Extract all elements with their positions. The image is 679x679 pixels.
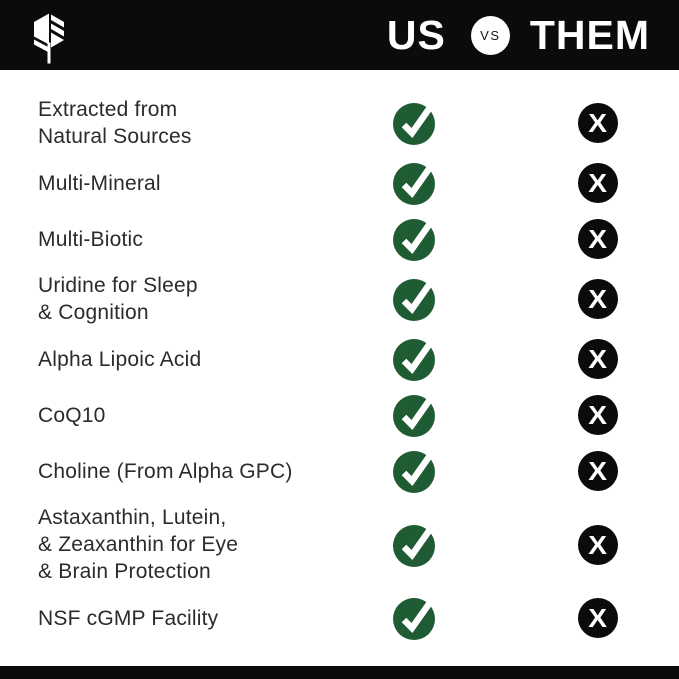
feature-label: Multi-Biotic xyxy=(38,227,144,251)
check-icon xyxy=(393,339,435,381)
check-icon xyxy=(393,451,435,493)
check-icon xyxy=(393,395,435,437)
header-title-group: US VS THEM xyxy=(386,11,650,58)
feature-label: NSF cGMP Facility xyxy=(38,606,219,630)
them-cell: X xyxy=(543,451,653,491)
check-icon xyxy=(393,103,435,145)
leaf-logo-icon xyxy=(34,13,64,63)
table-row: Extracted from Natural Sources X X xyxy=(0,96,679,150)
us-column-title: US xyxy=(386,11,446,58)
x-icon: X xyxy=(578,103,618,143)
us-cell: X xyxy=(360,595,470,641)
check-icon xyxy=(393,219,435,261)
feature-label: Astaxanthin, Lutein, & Zeaxanthin for Ey… xyxy=(38,506,239,583)
table-row: CoQ10 X X xyxy=(0,392,679,438)
us-cell: X xyxy=(360,216,470,262)
table-row: Multi-Biotic X X xyxy=(0,216,679,262)
comparison-table: Extracted from Natural Sources X X Multi… xyxy=(0,70,679,641)
us-cell: X xyxy=(360,100,470,146)
x-icon: X xyxy=(578,339,618,379)
them-column-title: THEM xyxy=(529,11,650,58)
vs-badge: VS xyxy=(470,15,510,55)
them-cell: X xyxy=(543,395,653,435)
them-cell: X xyxy=(543,219,653,259)
us-cell: X xyxy=(360,160,470,206)
us-cell: X xyxy=(360,448,470,494)
check-icon xyxy=(393,163,435,205)
footer-bar xyxy=(0,666,679,679)
table-row: Choline (From Alpha GPC) X X xyxy=(0,448,679,494)
x-icon: X xyxy=(578,524,618,565)
check-icon xyxy=(393,524,435,567)
them-cell: X xyxy=(543,279,653,319)
x-icon: X xyxy=(578,219,618,259)
table-row: Alpha Lipoic Acid X X xyxy=(0,336,679,382)
them-cell: X xyxy=(543,598,653,638)
header-bar: US VS THEM xyxy=(0,0,679,70)
feature-label: Alpha Lipoic Acid xyxy=(38,347,202,371)
us-cell: X xyxy=(360,392,470,438)
them-cell: X xyxy=(543,524,653,565)
them-cell: X xyxy=(543,103,653,143)
x-icon: X xyxy=(578,279,618,319)
us-cell: X xyxy=(360,522,470,568)
them-cell: X xyxy=(543,339,653,379)
table-row: Multi-Mineral X X xyxy=(0,160,679,206)
table-row: Astaxanthin, Lutein, & Zeaxanthin for Ey… xyxy=(0,504,679,585)
us-cell: X xyxy=(360,276,470,322)
feature-label: Multi-Mineral xyxy=(38,171,161,195)
feature-label: Choline (From Alpha GPC) xyxy=(38,459,293,483)
us-cell: X xyxy=(360,336,470,382)
x-icon: X xyxy=(578,395,618,435)
check-icon xyxy=(393,598,435,640)
check-icon xyxy=(393,279,435,321)
x-icon: X xyxy=(578,163,618,203)
feature-label: Extracted from Natural Sources xyxy=(38,98,192,148)
x-icon: X xyxy=(578,598,618,638)
vs-badge-label: VS xyxy=(480,27,501,43)
feature-label: CoQ10 xyxy=(38,403,106,427)
table-row: NSF cGMP Facility X X xyxy=(0,595,679,641)
table-row: Uridine for Sleep & Cognition X X xyxy=(0,272,679,326)
them-cell: X xyxy=(543,163,653,203)
x-icon: X xyxy=(578,451,618,491)
feature-label: Uridine for Sleep & Cognition xyxy=(38,274,198,324)
